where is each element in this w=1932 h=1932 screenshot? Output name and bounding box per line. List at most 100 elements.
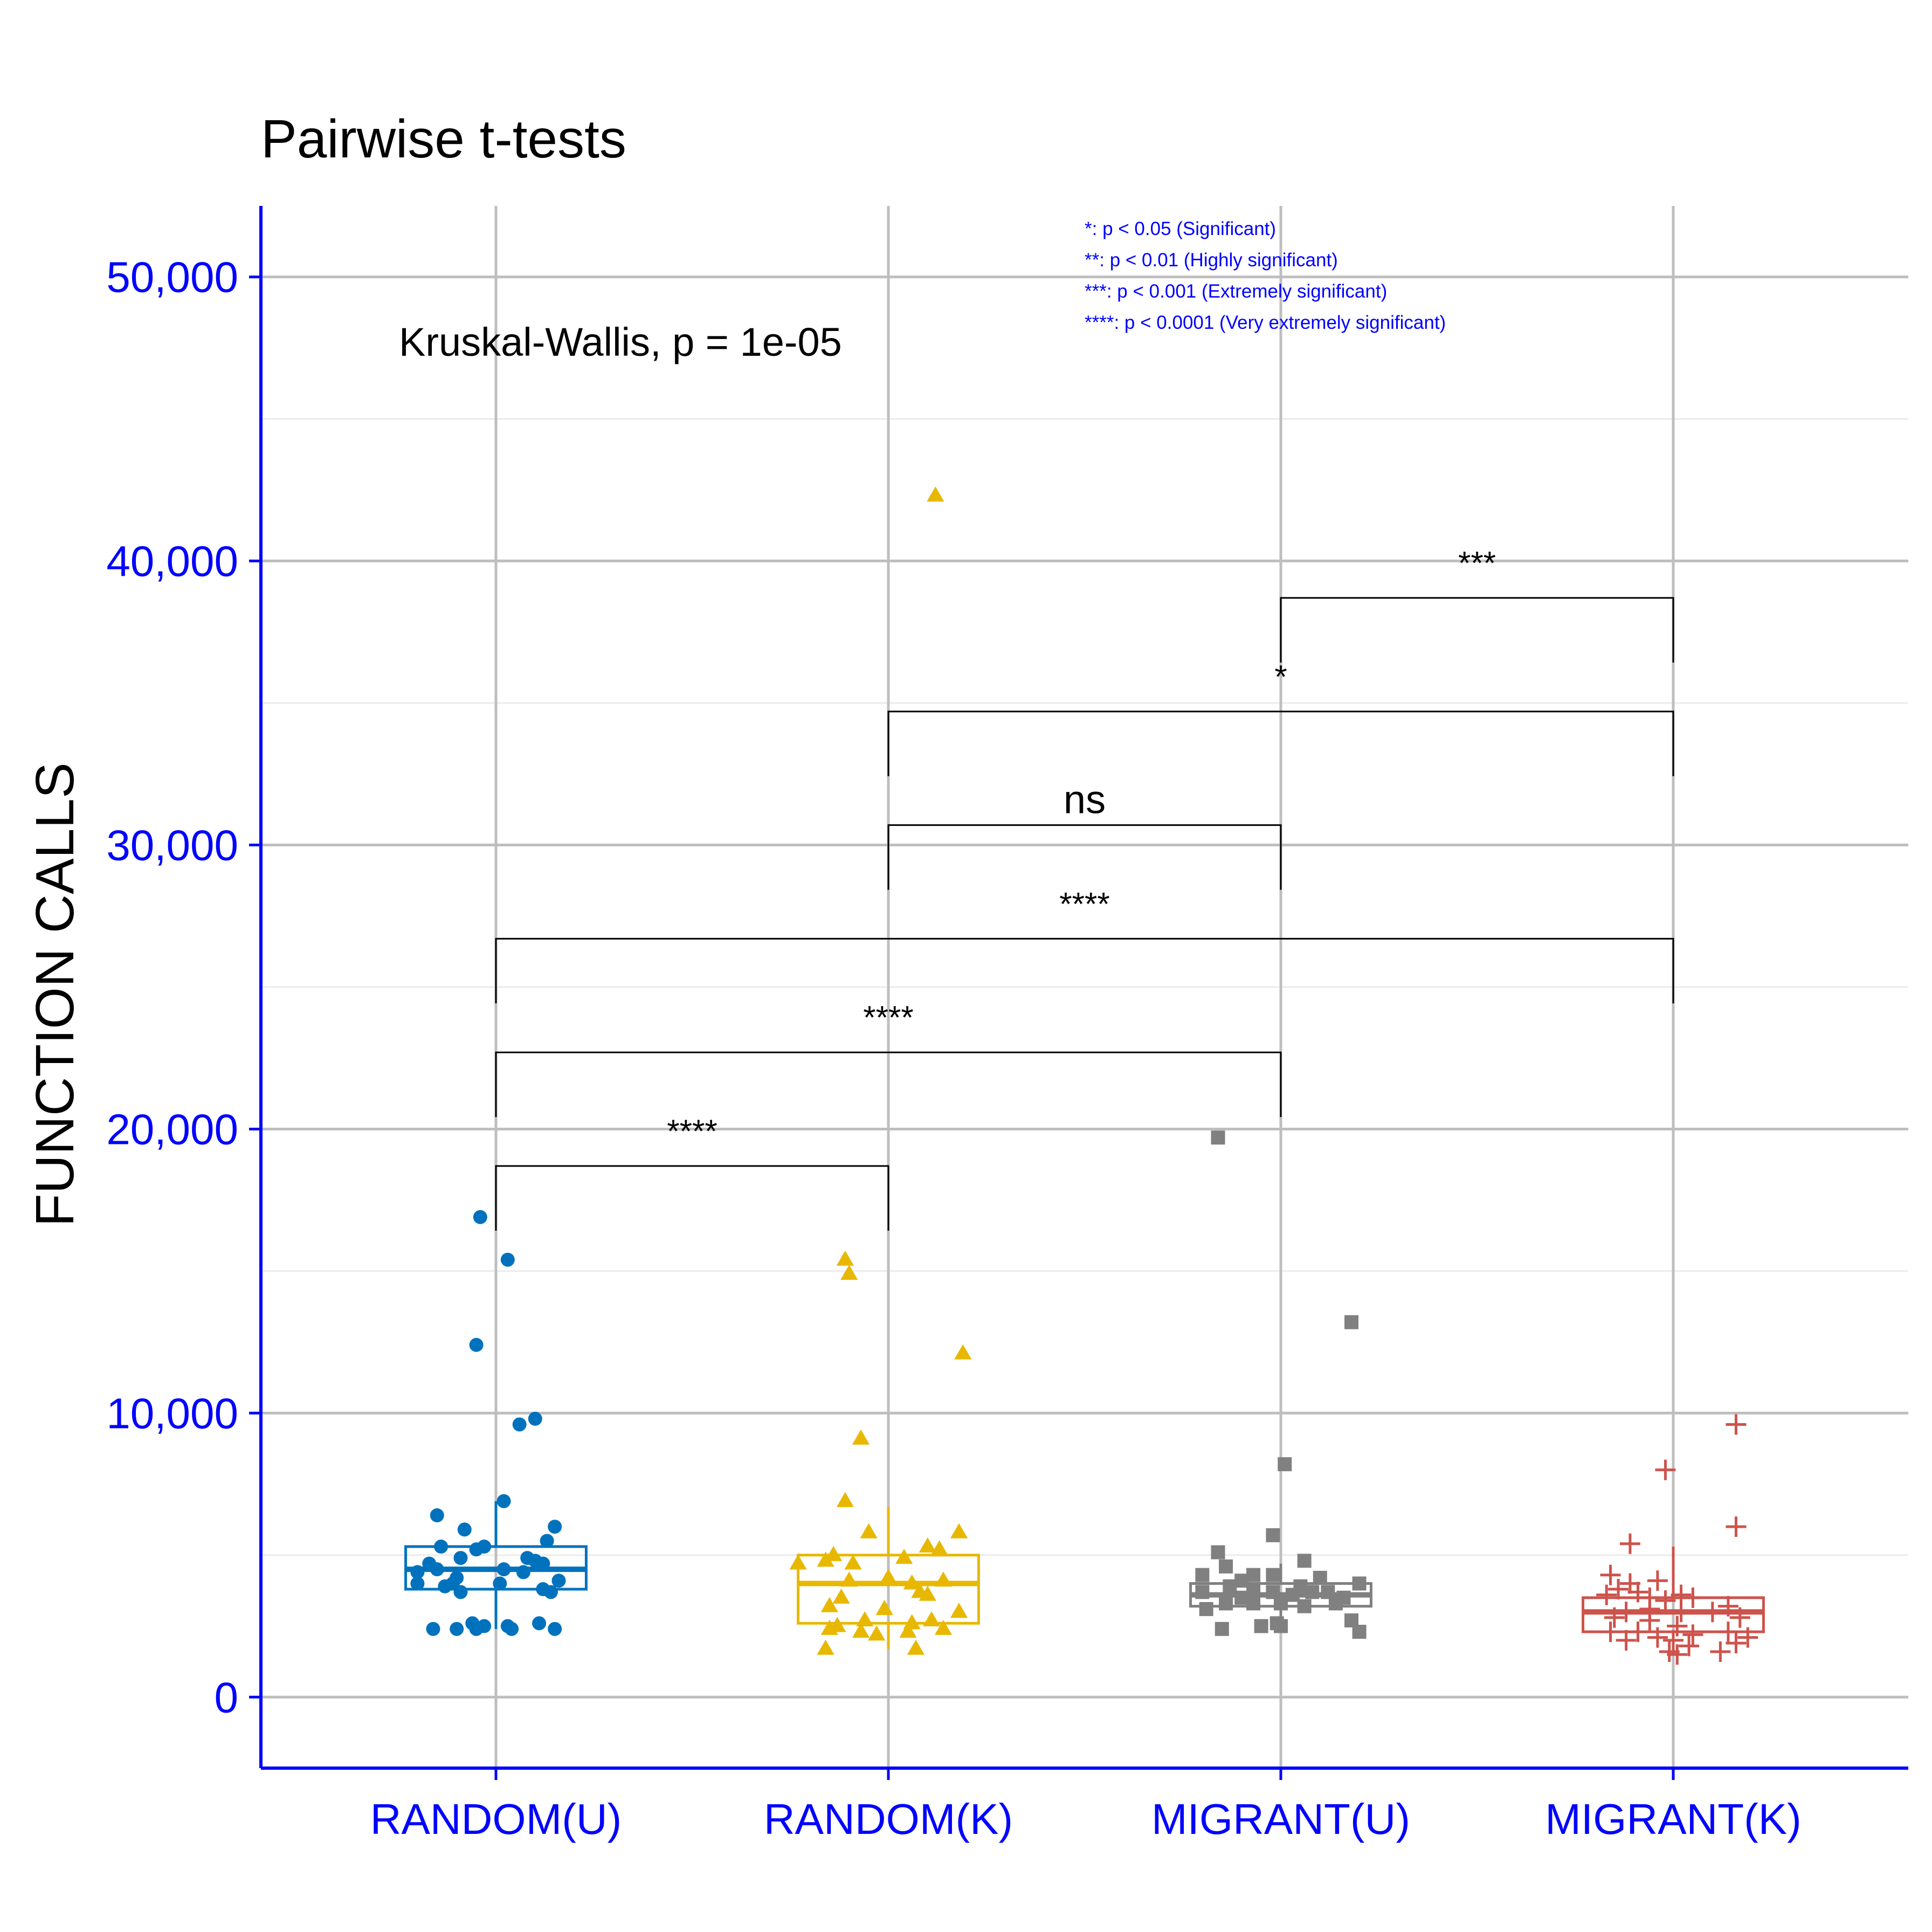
data-point (852, 1429, 870, 1445)
x-tick-label: RANDOM(K) (764, 1795, 1013, 1843)
data-point (1274, 1596, 1288, 1611)
data-point (1211, 1130, 1225, 1145)
bracket-line (887, 710, 1674, 776)
data-point (469, 1542, 484, 1557)
bracket-line (495, 1165, 889, 1231)
significance-bracket: * (887, 659, 1674, 776)
data-point (469, 1622, 484, 1636)
data-point (438, 1579, 452, 1593)
data-point (1604, 1607, 1625, 1628)
data-point (1254, 1619, 1268, 1633)
data-point (410, 1565, 425, 1579)
data-point (1682, 1624, 1703, 1645)
data-point (1297, 1554, 1312, 1568)
series-migrantu (1189, 1130, 1372, 1639)
data-point (1671, 1602, 1692, 1623)
data-point (548, 1622, 562, 1636)
significance-label: * (1274, 659, 1287, 695)
data-point (950, 1603, 968, 1618)
data-point (1278, 1457, 1292, 1472)
data-point (1596, 1584, 1617, 1605)
data-point (453, 1551, 468, 1565)
data-point (1223, 1579, 1237, 1593)
series-randomu (404, 1210, 588, 1636)
bracket-line (1280, 597, 1674, 663)
data-point (1285, 1588, 1300, 1602)
data-point (1266, 1528, 1280, 1542)
data-point (1726, 1414, 1747, 1435)
data-point (832, 1588, 850, 1604)
data-point (824, 1545, 843, 1561)
data-point (1608, 1579, 1629, 1600)
data-point (1619, 1533, 1640, 1554)
data-point (1729, 1607, 1750, 1628)
series-randomk (789, 486, 980, 1655)
data-point (548, 1520, 562, 1534)
data-point (919, 1585, 936, 1601)
data-point (1647, 1627, 1668, 1648)
data-point (1679, 1636, 1700, 1657)
data-point (505, 1622, 519, 1636)
data-point (930, 1540, 948, 1556)
data-point (1682, 1587, 1703, 1608)
data-point (1710, 1641, 1731, 1662)
data-point (540, 1534, 554, 1548)
data-point (1195, 1585, 1210, 1599)
data-point (1246, 1582, 1261, 1597)
data-point (1352, 1625, 1367, 1639)
data-point (1726, 1516, 1747, 1537)
data-point (512, 1417, 527, 1432)
data-point (1297, 1599, 1312, 1613)
data-point (551, 1574, 566, 1588)
data-point (1305, 1585, 1320, 1599)
data-point (1195, 1568, 1210, 1582)
bracket-line (495, 1051, 1282, 1117)
data-point (1219, 1559, 1233, 1574)
data-point (860, 1523, 878, 1538)
box (797, 1554, 980, 1625)
data-point (1702, 1602, 1723, 1623)
significance-label: **** (667, 1113, 717, 1149)
data-point (450, 1622, 464, 1636)
significance-bracket: **** (495, 886, 1674, 1004)
data-point (1655, 1590, 1676, 1611)
data-point (1274, 1619, 1288, 1633)
data-point (1717, 1596, 1738, 1617)
data-point (1616, 1630, 1637, 1651)
y-axis-label: FUNCTION CALLS (25, 762, 85, 1226)
legend-note: ****: p < 0.0001 (Very extremely signifi… (1085, 312, 1446, 333)
data-point (1199, 1602, 1213, 1616)
data-point (817, 1639, 834, 1655)
y-tick-label: 40,000 (106, 537, 238, 585)
data-point (536, 1556, 550, 1571)
data-point (1246, 1596, 1261, 1611)
data-point (1246, 1568, 1261, 1582)
data-point (434, 1540, 448, 1554)
data-point (934, 1571, 953, 1587)
data-point (927, 486, 944, 502)
y-tick-label: 0 (215, 1673, 239, 1721)
legend-note: **: p < 0.01 (Highly significant) (1085, 250, 1338, 271)
data-point (493, 1576, 507, 1591)
data-point (457, 1522, 472, 1537)
data-point (1313, 1570, 1327, 1585)
significance-label: **** (863, 999, 913, 1036)
data-point (789, 1554, 807, 1570)
data-point (852, 1623, 870, 1638)
data-point (1211, 1545, 1225, 1560)
data-point (1639, 1610, 1660, 1631)
data-point (820, 1597, 838, 1612)
data-point (895, 1549, 913, 1564)
data-point (473, 1210, 487, 1224)
data-point (950, 1523, 968, 1538)
bracket-line (887, 824, 1282, 890)
data-point (844, 1554, 862, 1570)
y-tick-label: 50,000 (106, 253, 238, 301)
data-point (469, 1337, 484, 1352)
data-point (1655, 1459, 1676, 1480)
annotations: Kruskal-Wallis, p = 1e-05 *: p < 0.05 (S… (399, 218, 1674, 1231)
plot-marks (404, 486, 1765, 1665)
data-point (1266, 1568, 1280, 1582)
